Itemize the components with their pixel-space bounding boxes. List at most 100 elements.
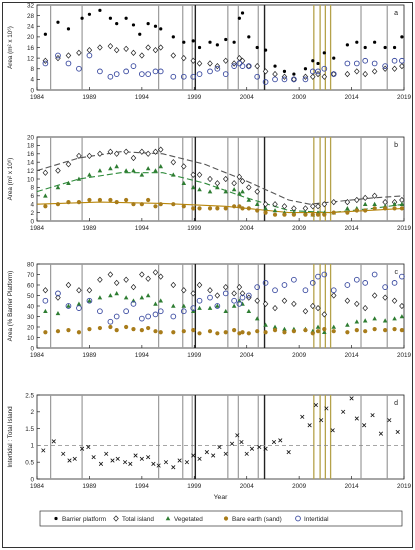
bare-earth-point [246, 206, 251, 211]
vegetated-point [392, 201, 397, 206]
y-tick-label: 1 [30, 443, 34, 450]
bare-earth-point [303, 328, 308, 333]
ratio-point [341, 409, 346, 414]
total-island-point [391, 297, 398, 304]
y-tick-label: 16 [27, 45, 35, 52]
vegetated-point [87, 298, 92, 303]
vegetated-point [263, 206, 268, 211]
vegetated-point [66, 303, 71, 308]
bare-earth-point [124, 197, 129, 203]
total-island-point [76, 152, 82, 160]
bare-earth-point [114, 328, 119, 333]
intertidal-point [236, 301, 243, 307]
y-tick-label: 80 [27, 261, 35, 268]
intertidal-point [399, 57, 405, 64]
bare-earth-point [191, 206, 196, 211]
intertidal-point [130, 63, 137, 69]
total-island-point [239, 290, 246, 297]
intertidal-point [214, 65, 221, 72]
total-island-point [181, 287, 187, 294]
total-island-point [262, 300, 269, 308]
bare-earth-point [291, 329, 296, 334]
panel-letter: d [394, 400, 398, 407]
total-island-point [170, 52, 177, 59]
intertidal-point [214, 303, 221, 309]
total-island-point [254, 62, 260, 70]
intertidal-point [302, 287, 309, 294]
y-tick-label: 0 [30, 476, 34, 483]
y-tick-label: 0 [30, 345, 34, 352]
total-island-point [130, 49, 137, 56]
y-tick-label: 6 [30, 193, 34, 200]
barrier-point [224, 37, 228, 42]
ratio-point [139, 456, 144, 461]
bare-earth-point [139, 202, 144, 207]
total-island-point [107, 43, 114, 50]
y-tick-label: 10 [27, 335, 35, 342]
total-island-point [246, 184, 252, 191]
vegetated-point [190, 308, 196, 314]
bare-earth-point [255, 208, 260, 213]
barrier-point [131, 23, 136, 27]
y-tick-label: 16 [27, 151, 35, 158]
ratio-point [330, 428, 335, 433]
vegetated-point [392, 316, 397, 321]
x-tick-label: 2019 [397, 225, 412, 232]
bare-earth-point [232, 328, 237, 333]
y-tick-label: 40 [27, 303, 35, 310]
vegetated-point [362, 318, 368, 323]
vegetated-point [55, 310, 61, 316]
x-tick-label: 2004 [240, 225, 255, 232]
intertidal-point [391, 57, 398, 64]
vegetated-point [97, 295, 103, 300]
x-tick-label: 2014 [345, 225, 360, 232]
intertidal-point [55, 290, 61, 297]
total-island-point [139, 271, 145, 278]
intertidal-point [222, 290, 229, 297]
barrier-point [159, 27, 163, 31]
total-island-point [65, 161, 72, 168]
barrier-point [215, 43, 219, 47]
intertidal-point [139, 71, 145, 77]
plot-frame [36, 394, 405, 480]
bare-earth-point [43, 330, 48, 335]
total-island-point [55, 167, 61, 174]
intertidal-point [123, 68, 129, 75]
ratio-point [286, 450, 291, 455]
barrier-point [197, 45, 202, 50]
y-axis-label: Area (% Barrier Platform) [7, 271, 14, 342]
vegetated-point [153, 301, 158, 306]
total-island-point [231, 290, 237, 297]
total-island-point [196, 171, 203, 178]
bare-earth-point [282, 212, 287, 217]
intertidal-point [272, 76, 278, 83]
intertidal-point [353, 60, 360, 67]
total-island-point [399, 62, 405, 70]
bare-earth-point [345, 330, 350, 335]
barrier-point [80, 16, 84, 20]
total-island-point [113, 279, 120, 287]
barrier-point [303, 67, 308, 71]
total-island-point [170, 159, 177, 166]
vegetated-point [165, 516, 171, 521]
intertidal-point [302, 76, 309, 83]
total-island-point [371, 292, 378, 299]
ratio-point [263, 446, 268, 451]
intertidal-point [42, 297, 49, 304]
vegetated-point [139, 172, 145, 177]
panel-letter: c [395, 269, 399, 276]
vegetated-point [223, 308, 229, 314]
intertidal-point [145, 313, 151, 320]
x-axis-label: Year [214, 494, 228, 501]
bare-earth-point [383, 206, 388, 211]
total-island-point [107, 148, 114, 155]
intertidal-point [180, 308, 187, 315]
ratio-point [72, 456, 77, 461]
total-island-point [302, 308, 309, 315]
total-island-point [123, 276, 129, 283]
bare-earth-point [232, 204, 237, 209]
bare-earth-point [76, 330, 82, 335]
barrier-point [332, 56, 336, 60]
bare-earth-point [263, 210, 268, 215]
total-island-point [113, 515, 119, 522]
